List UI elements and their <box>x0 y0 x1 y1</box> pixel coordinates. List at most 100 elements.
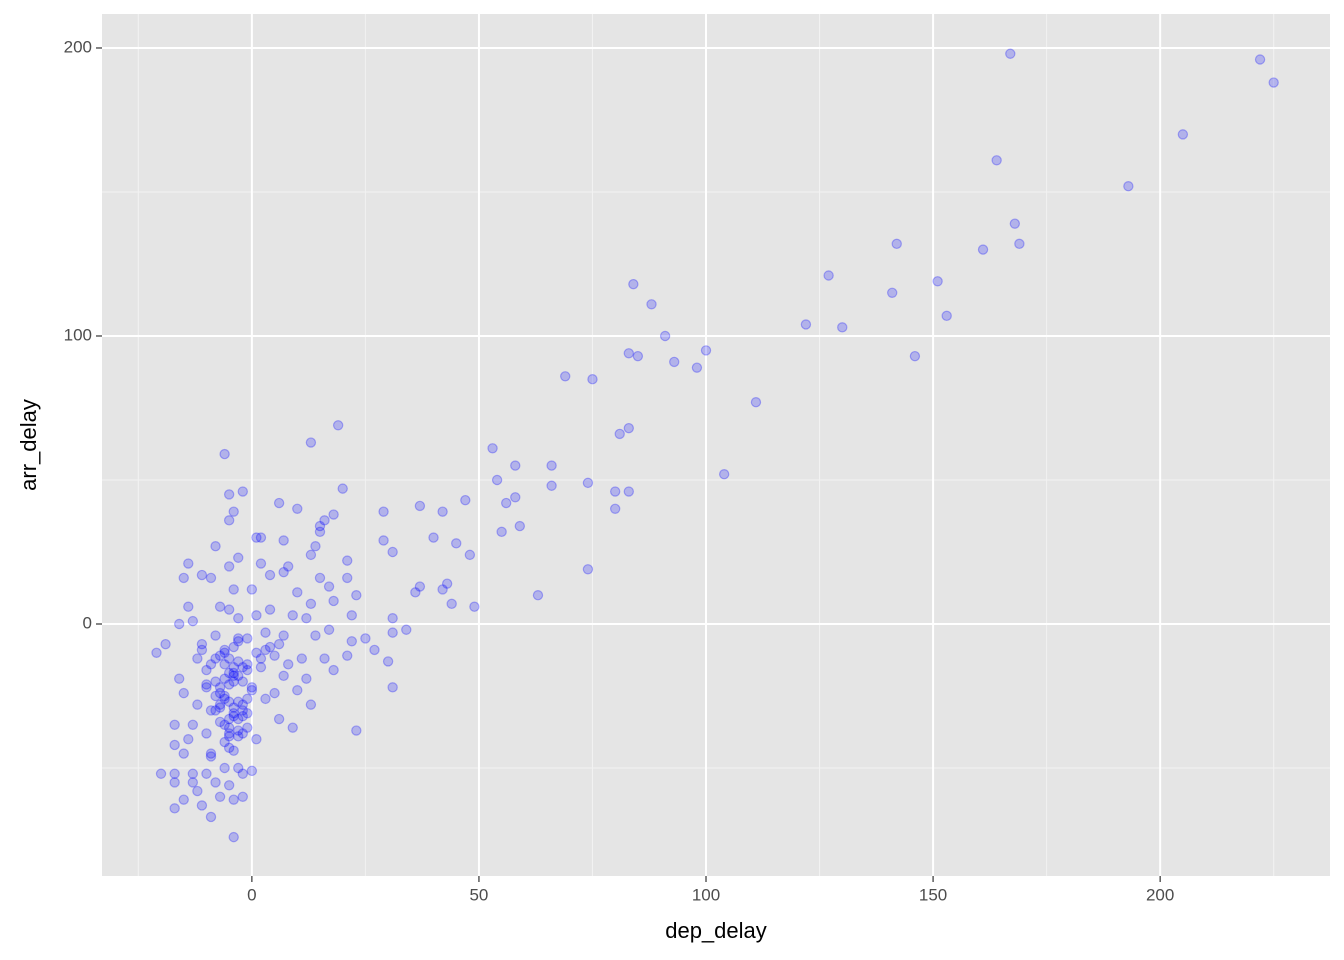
point <box>273 713 285 725</box>
point <box>183 558 194 569</box>
point <box>187 615 199 627</box>
point <box>223 679 235 690</box>
point <box>151 647 162 658</box>
point <box>414 500 426 512</box>
point <box>205 751 217 762</box>
point <box>219 647 230 658</box>
point <box>1268 77 1279 88</box>
point <box>160 638 171 650</box>
point <box>169 777 180 788</box>
point <box>178 794 189 805</box>
point <box>628 278 639 290</box>
point <box>623 422 635 434</box>
point <box>323 624 335 635</box>
point <box>214 687 226 699</box>
point <box>532 589 544 601</box>
point <box>305 549 317 561</box>
point <box>441 578 453 589</box>
point <box>237 768 248 779</box>
point <box>228 745 239 756</box>
point <box>301 613 312 624</box>
point <box>510 460 521 471</box>
point <box>273 497 285 509</box>
point <box>219 448 230 460</box>
point <box>223 667 235 679</box>
point <box>264 569 276 581</box>
point <box>242 659 253 670</box>
point <box>237 710 248 722</box>
y-tick-label: 0 <box>83 613 92 632</box>
point <box>387 546 398 558</box>
point <box>223 728 235 739</box>
point <box>823 270 834 281</box>
point <box>210 777 221 788</box>
point <box>178 748 189 759</box>
point <box>214 601 226 612</box>
point <box>223 742 235 754</box>
point <box>360 633 371 644</box>
point <box>1254 54 1266 65</box>
point <box>582 564 594 575</box>
point <box>174 673 185 684</box>
point <box>646 299 657 310</box>
point <box>233 731 244 742</box>
point <box>237 699 248 710</box>
point <box>233 633 244 644</box>
point <box>328 595 339 607</box>
point <box>214 716 226 728</box>
point <box>1123 181 1134 192</box>
point <box>264 604 276 615</box>
point <box>977 244 989 255</box>
point <box>251 532 262 543</box>
point <box>233 713 244 725</box>
point <box>382 656 394 667</box>
point <box>255 661 267 673</box>
x-axis-title: dep_delay <box>665 918 767 943</box>
point <box>659 330 671 342</box>
point <box>228 676 239 687</box>
point <box>183 733 194 745</box>
point <box>437 584 448 595</box>
point <box>210 705 221 716</box>
point <box>210 541 221 552</box>
point <box>451 538 462 549</box>
point <box>260 693 271 705</box>
point <box>242 664 253 676</box>
point <box>414 581 426 592</box>
point <box>305 598 317 610</box>
point <box>251 647 262 658</box>
point <box>837 322 848 333</box>
point <box>223 604 235 615</box>
point <box>264 641 276 653</box>
point <box>242 708 253 719</box>
point <box>169 739 180 751</box>
point <box>178 572 189 584</box>
point <box>305 699 317 710</box>
point <box>337 483 348 494</box>
point <box>219 673 230 684</box>
point <box>750 397 762 408</box>
point <box>691 362 703 373</box>
point <box>1177 129 1189 140</box>
point <box>246 685 258 696</box>
x-tick-label: 100 <box>692 885 720 904</box>
point <box>314 520 326 532</box>
point <box>223 489 235 500</box>
point <box>623 348 635 359</box>
point <box>614 428 625 440</box>
point <box>310 630 321 641</box>
point <box>282 659 294 670</box>
point <box>1014 238 1025 250</box>
point <box>169 768 180 779</box>
point <box>251 733 262 745</box>
point <box>332 420 344 431</box>
x-tick-label: 0 <box>247 885 256 904</box>
point <box>319 653 330 664</box>
point <box>210 690 221 702</box>
point <box>891 238 902 250</box>
y-tick-label: 100 <box>64 325 92 344</box>
point <box>223 653 235 664</box>
point <box>346 610 357 621</box>
point <box>228 708 239 719</box>
